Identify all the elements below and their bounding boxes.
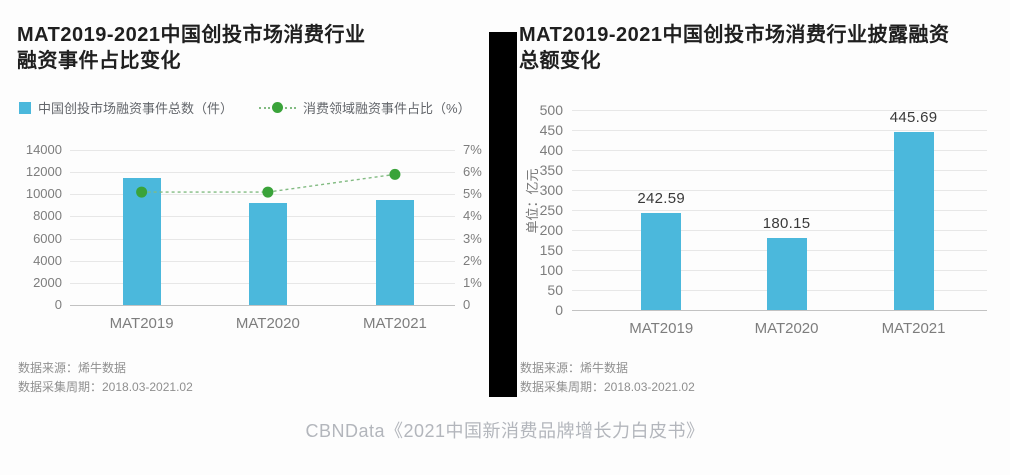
- legend-item-bar-series: 中国创投市场融资事件总数（件）: [19, 98, 233, 117]
- gridline: [70, 305, 455, 306]
- right-chart-title-line1: MAT2019-2021中国创投市场消费行业披露融资: [519, 24, 950, 46]
- y-axis-tick-label: 400: [539, 142, 563, 158]
- secondary-axis-tick-label: 4%: [463, 208, 482, 224]
- data-point-dot: [262, 186, 274, 198]
- legend-item-line-series: 消费领域融资事件占比（%）: [259, 98, 471, 117]
- secondary-axis-tick-label: 6%: [463, 164, 482, 180]
- x-axis-label: MAT2021: [362, 315, 427, 332]
- bar: [375, 199, 414, 305]
- x-axis-label: MAT2020: [754, 320, 819, 337]
- y-axis-tick-label: 10000: [25, 186, 62, 202]
- bar: [248, 203, 287, 305]
- bar: [641, 212, 682, 310]
- line-series-marker-icon: [259, 102, 297, 113]
- y-axis-tick-label: 150: [539, 242, 563, 258]
- bar-series-swatch-icon: [19, 101, 31, 114]
- x-axis-label: MAT2021: [881, 320, 946, 337]
- x-axis-label: MAT2019: [629, 320, 694, 337]
- y-axis-tick-label: 200: [539, 222, 563, 238]
- y-axis-tick-label: 8000: [33, 208, 62, 224]
- bar: [766, 237, 807, 310]
- data-point-dot: [389, 168, 401, 180]
- x-axis-label: MAT2020: [235, 315, 300, 332]
- report-caption: CBNData《2021中国新消费品牌增长力白皮书》: [305, 421, 705, 441]
- gridline: [572, 310, 987, 311]
- secondary-axis-tick-label: 2%: [463, 252, 482, 268]
- gridline: [572, 130, 987, 131]
- bar-value-label: 180.15: [762, 214, 811, 232]
- secondary-axis-tick-label: 1%: [463, 274, 482, 290]
- bar-value-label: 445.69: [889, 108, 938, 126]
- y-axis-tick-label: 14000: [25, 142, 62, 157]
- black-divider-bar: [489, 32, 517, 397]
- y-axis-tick-label: 4000: [33, 252, 62, 268]
- gridline: [572, 190, 987, 191]
- secondary-axis-tick-label: 0: [463, 297, 471, 312]
- y-axis-tick-label: 0: [54, 297, 62, 312]
- gridline: [572, 230, 987, 231]
- data-period-line: 数据采集周期：2018.03-2021.02: [520, 379, 695, 394]
- data-period-line: 数据采集周期：2018.03-2021.02: [18, 379, 193, 394]
- bar: [893, 131, 934, 310]
- data-source-line: 数据来源：烯牛数据: [18, 361, 127, 375]
- left-chart-title-line2: 融资事件占比变化: [17, 50, 181, 73]
- secondary-axis-tick-label: 7%: [463, 142, 482, 157]
- bar: [122, 178, 161, 305]
- y-axis-tick-label: 250: [539, 202, 563, 218]
- gridline: [70, 150, 455, 151]
- gridline: [572, 150, 987, 151]
- left-chart-title: MAT2019-2021中国创投市场消费行业 融资事件占比变化: [17, 22, 483, 75]
- secondary-axis-tick-label: 3%: [463, 230, 482, 246]
- left-chart-footnote: 数据来源：烯牛数据 数据采集周期：2018.03-2021.02: [18, 359, 193, 396]
- gridline: [572, 170, 987, 171]
- y-axis-tick-label: 500: [539, 102, 563, 118]
- left-chart-plot-area: 0 2000 4000 6000 8000 10000 12000 14000 0 1% 2% 3% 4…: [17, 140, 483, 340]
- y-axis-tick-label: 300: [539, 182, 563, 198]
- y-axis-tick-label: 6000: [33, 230, 62, 246]
- y-axis-tick-label: 100: [539, 262, 563, 278]
- y-axis-tick-label: 50: [547, 282, 563, 298]
- data-source-line: 数据来源：烯牛数据: [520, 361, 629, 375]
- left-chart-title-line1: MAT2019-2021中国创投市场消费行业: [17, 24, 366, 46]
- y-axis-tick-label: 0: [555, 302, 563, 318]
- secondary-axis-tick-label: 5%: [463, 186, 482, 202]
- gridline: [70, 172, 455, 174]
- dashed-trend-line: [141, 173, 396, 193]
- y-axis-tick-label: 450: [539, 122, 563, 138]
- right-chart-title: MAT2019-2021中国创投市场消费行业披露融资 总额变化: [519, 22, 999, 75]
- bar-series-label: 中国创投市场融资事件总数（件）: [38, 101, 234, 116]
- x-axis-label: MAT2019: [109, 315, 174, 332]
- y-axis-tick-label: 12000: [25, 164, 62, 180]
- y-axis-tick-label: 2000: [33, 274, 62, 290]
- y-axis-tick-label: 350: [539, 162, 563, 178]
- left-chart-legend: 中国创投市场融资事件总数（件） 消费领域融资事件占比（%）: [19, 98, 471, 117]
- right-chart-title-line2: 总额变化: [519, 50, 601, 73]
- gridline: [572, 210, 987, 211]
- gridline: [572, 110, 987, 111]
- right-chart-footnote: 数据来源：烯牛数据 数据采集周期：2018.03-2021.02: [520, 359, 695, 396]
- bar-value-label: 242.59: [637, 189, 686, 207]
- line-series-label: 消费领域融资事件占比（%）: [303, 101, 471, 116]
- right-chart-plot-area: 单位：亿元 0 50 100 150 200 250 300 350 400 450 500 242.…: [519, 92, 999, 342]
- left-chart-panel: MAT2019-2021中国创投市场消费行业 融资事件占比变化 中国创投市场融资…: [17, 22, 483, 412]
